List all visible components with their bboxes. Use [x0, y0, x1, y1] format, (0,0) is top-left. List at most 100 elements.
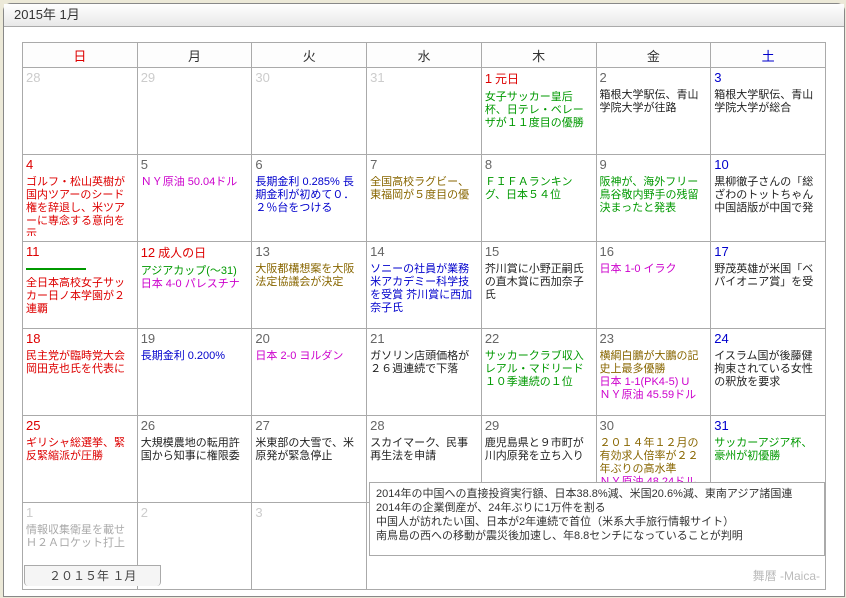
day-cell[interactable]: 14 ソニーの社員が業務米アカデミー科学技を受賞 芥川賞に西加奈子氏 — [367, 242, 482, 329]
day-cell[interactable]: 16日本 1-0 イラク — [596, 242, 711, 329]
day-cell[interactable]: 8 ＦＩＦＡランキング、日本５４位 — [481, 155, 596, 242]
day-cell[interactable]: 24 イスラム国が後藤健拘束されている女性の釈放を要求 — [711, 329, 826, 416]
day-cell[interactable]: 13大阪都構想案を大阪法定協議会が決定 — [252, 242, 367, 329]
day-events: 箱根大学駅伝、青山学院大学が総合 — [714, 89, 822, 115]
day-cell[interactable]: 17野茂英雄が米国「ベパイオニア賞」を受 — [711, 242, 826, 329]
day-cell[interactable]: 1元日女子サッカー皇后杯、日テレ・ベレーザが１１度目の優勝 — [481, 68, 596, 155]
day-number: 24 — [714, 331, 728, 346]
day-events: 芥川賞に小野正嗣氏の直木賞に西加奈子氏 — [485, 263, 593, 302]
day-number: 30 — [255, 70, 269, 85]
day-events: 全国高校ラグビー、東福岡が５度目の優 — [370, 176, 478, 202]
day-events: 日本 1-0 イラク — [600, 263, 708, 276]
day-cell[interactable]: 10黒柳徹子さんの「総ざわのトットちゃん中国語版が中国で発 — [711, 155, 826, 242]
event-text: 箱根大学駅伝、青山学院大学が往路 — [600, 89, 699, 114]
event-text: 鹿児島県と９市町が川内原発を立ち入り — [485, 437, 584, 462]
event-text: アジアカップ(〜31) — [141, 265, 237, 277]
holiday-name: 成人の日 — [158, 246, 206, 260]
day-number: 2 — [600, 70, 607, 85]
day-number: 7 — [370, 157, 377, 172]
day-cell[interactable]: 9 阪神が、海外フリー鳥谷敬内野手の残留決まったと発表 — [596, 155, 711, 242]
event-text: ゴルフ・松山英樹が国内ツアーのシード権を辞退し、米ツアーに専念する意向を示 — [26, 176, 125, 236]
event-text: 長期金利 0.285% 長期金利が初めて０．２％台をつける — [255, 176, 354, 214]
day-number: 28 — [370, 418, 384, 433]
day-events: 長期金利 0.285% 長期金利が初めて０．２％台をつける — [255, 176, 363, 215]
dow-header: 木 — [481, 43, 596, 68]
event-text: ソニーの社員が業務米アカデミー科学技を受賞 芥川賞に西加奈子氏 — [370, 263, 472, 314]
day-cell[interactable]: 29 — [137, 68, 252, 155]
event-text: ガソリン店頭価格が２６週連続で下落 — [370, 350, 469, 375]
day-number: 2 — [141, 505, 148, 520]
app-brand: 舞暦 -Maica- — [753, 567, 820, 584]
day-number: 12 — [141, 245, 155, 260]
day-number: 26 — [141, 418, 155, 433]
day-events: スカイマーク、民事再生法を申請 — [370, 437, 478, 463]
day-cell[interactable]: 25 ギリシャ総選挙、緊反緊縮派が圧勝 — [23, 416, 138, 503]
day-cell[interactable]: 19長期金利 0.200% — [137, 329, 252, 416]
day-number: 8 — [485, 157, 492, 172]
day-cell[interactable]: 3箱根大学駅伝、青山学院大学が総合 — [711, 68, 826, 155]
day-events: 全日本高校女子サッカー日ノ本学園が２連覇 — [26, 277, 134, 316]
day-cell[interactable]: 12成人の日アジアカップ(〜31)日本 4-0 パレスチナ — [137, 242, 252, 329]
day-cell[interactable]: 2 箱根大学駅伝、青山学院大学が往路 — [596, 68, 711, 155]
day-events: アジアカップ(〜31)日本 4-0 パレスチナ — [141, 265, 249, 291]
event-text: 長期金利 0.200% — [141, 350, 225, 362]
day-number: 27 — [255, 418, 269, 433]
calendar-window: 2015年 1月 日月火水木金土 282930311元日女子サッカー皇后杯、日テ… — [3, 3, 845, 597]
day-events: 野茂英雄が米国「ベパイオニア賞」を受 — [714, 263, 822, 289]
day-number: 30 — [600, 418, 614, 433]
day-cell[interactable]: 21 ガソリン店頭価格が２６週連続で下落 — [367, 329, 482, 416]
holiday-name: 元日 — [495, 72, 519, 86]
day-cell[interactable]: 30 — [252, 68, 367, 155]
day-events: ＦＩＦＡランキング、日本５４位 — [485, 176, 593, 202]
day-number: 3 — [255, 505, 262, 520]
day-cell[interactable]: 26大規模農地の転用許国から知事に権限委 — [137, 416, 252, 503]
day-number: 1 — [26, 505, 33, 520]
event-text: 日本 2-0 ヨルダン — [255, 350, 343, 362]
day-events: 情報収集衛星を載せＨ２Ａロケット打上 — [26, 524, 134, 550]
dow-header: 土 — [711, 43, 826, 68]
day-events: 阪神が、海外フリー鳥谷敬内野手の残留決まったと発表 — [600, 176, 708, 215]
day-cell[interactable]: 4 ゴルフ・松山英樹が国内ツアーのシード権を辞退し、米ツアーに専念する意向を示 — [23, 155, 138, 242]
day-cell[interactable]: 23横綱白鵬が大鵬の記史上最多優勝日本 1-1(PK4-5) UＮＹ原油 45.… — [596, 329, 711, 416]
day-events: 米東部の大雪で、米原発が緊急停止 — [255, 437, 363, 463]
day-number: 18 — [26, 331, 40, 346]
day-events: イスラム国が後藤健拘束されている女性の釈放を要求 — [714, 350, 822, 389]
day-cell[interactable]: 28 — [23, 68, 138, 155]
day-events: 横綱白鵬が大鵬の記史上最多優勝日本 1-1(PK4-5) UＮＹ原油 45.59… — [600, 350, 708, 402]
day-cell[interactable]: 11 全日本高校女子サッカー日ノ本学園が２連覇 — [23, 242, 138, 329]
day-number: 22 — [485, 331, 499, 346]
day-events: ガソリン店頭価格が２６週連続で下落 — [370, 350, 478, 376]
month-tab[interactable]: ２０１５年 １月 — [24, 565, 161, 586]
dow-header: 火 — [252, 43, 367, 68]
day-events: 鹿児島県と９市町が川内原発を立ち入り — [485, 437, 593, 463]
day-number: 14 — [370, 244, 384, 259]
day-cell[interactable]: 3 — [252, 503, 367, 590]
day-cell[interactable]: 6長期金利 0.285% 長期金利が初めて０．２％台をつける — [252, 155, 367, 242]
day-cell[interactable]: 7 全国高校ラグビー、東福岡が５度目の優 — [367, 155, 482, 242]
day-cell[interactable]: 22サッカークラブ収入レアル・マドリード１０季連続の１位 — [481, 329, 596, 416]
day-cell[interactable]: 15芥川賞に小野正嗣氏の直木賞に西加奈子氏 — [481, 242, 596, 329]
event-text: ＦＩＦＡランキング、日本５４位 — [485, 176, 573, 201]
day-cell[interactable]: 18 民主党が臨時党大会岡田克也氏を代表に — [23, 329, 138, 416]
day-events: 黒柳徹子さんの「総ざわのトットちゃん中国語版が中国で発 — [714, 176, 822, 215]
day-number: 21 — [370, 331, 384, 346]
day-number: 5 — [141, 157, 148, 172]
day-number: 11 — [26, 244, 40, 259]
dow-header: 日 — [23, 43, 138, 68]
day-cell[interactable]: 20日本 2-0 ヨルダン — [252, 329, 367, 416]
event-text: 芥川賞に小野正嗣氏の直木賞に西加奈子氏 — [485, 263, 584, 301]
event-text: ギリシャ総選挙、緊反緊縮派が圧勝 — [26, 437, 125, 462]
event-text: 全国高校ラグビー、東福岡が５度目の優 — [370, 176, 469, 201]
dow-header: 月 — [137, 43, 252, 68]
event-text: 民主党が臨時党大会岡田克也氏を代表に — [26, 350, 125, 375]
month-summary: 2014年の中国への直接投資実行額、日本38.8%減、米国20.6%減、東南アジ… — [369, 482, 825, 556]
event-text: ＮＹ原油 45.59ドル — [600, 389, 697, 401]
day-number: 28 — [26, 70, 40, 85]
day-number: 25 — [26, 418, 40, 433]
day-cell[interactable]: 5ＮＹ原油 50.04ドル — [137, 155, 252, 242]
day-number: 4 — [26, 157, 33, 172]
day-number: 9 — [600, 157, 607, 172]
day-cell[interactable]: 31 — [367, 68, 482, 155]
event-text: 情報収集衛星を載せＨ２Ａロケット打上 — [26, 524, 125, 549]
day-cell[interactable]: 27 米東部の大雪で、米原発が緊急停止 — [252, 416, 367, 503]
